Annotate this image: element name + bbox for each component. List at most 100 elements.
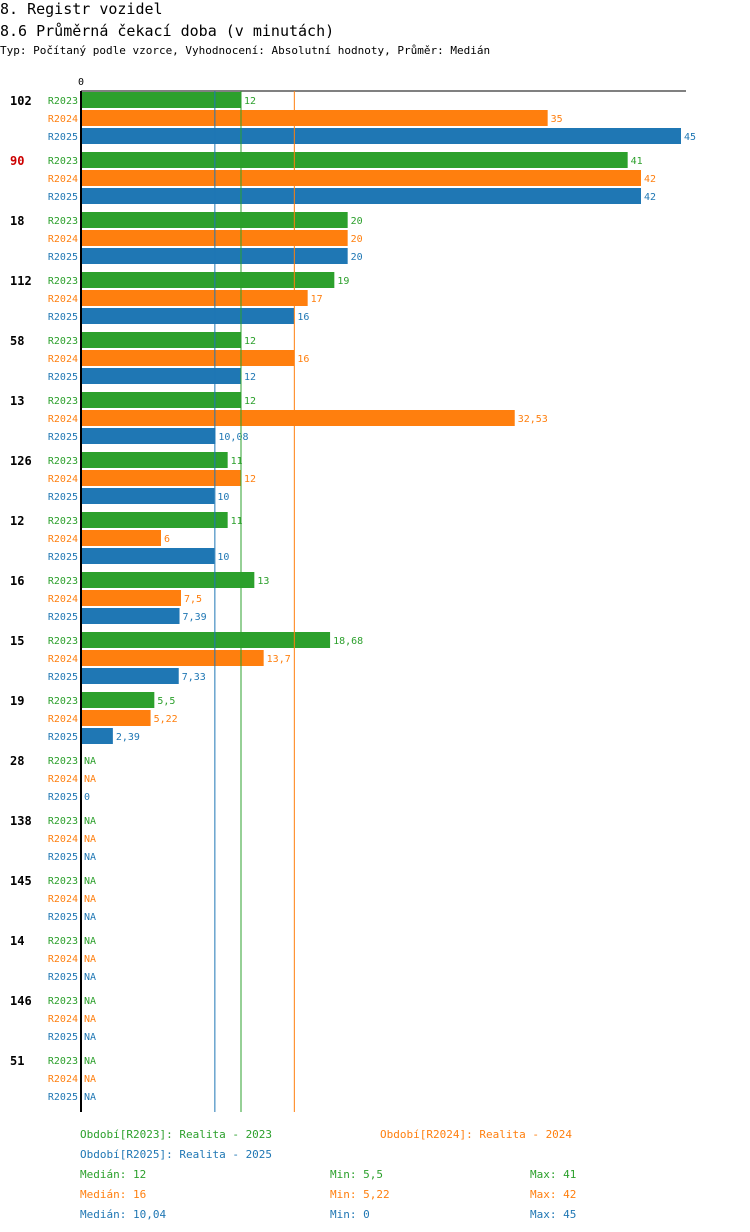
series-label-r2025: R2025 bbox=[48, 672, 78, 683]
stat-min-r2025: Min: 0 bbox=[330, 1208, 370, 1221]
data-label-r2023: NA bbox=[84, 1056, 96, 1067]
series-label-r2025: R2025 bbox=[48, 552, 78, 563]
data-label-r2025: 10 bbox=[217, 552, 229, 563]
bar-r2023 bbox=[81, 92, 241, 108]
bar-r2024 bbox=[81, 290, 308, 306]
series-label-r2024: R2024 bbox=[48, 774, 78, 785]
series-label-r2023: R2023 bbox=[48, 156, 78, 167]
data-label-r2025: 7,39 bbox=[183, 612, 207, 623]
category-label: 16 bbox=[10, 574, 24, 588]
series-label-r2025: R2025 bbox=[48, 1092, 78, 1103]
series-label-r2024: R2024 bbox=[48, 714, 78, 725]
stat-max-r2023: Max: 41 bbox=[530, 1168, 577, 1181]
category-label: 12 bbox=[10, 514, 24, 528]
data-label-r2023: NA bbox=[84, 756, 96, 767]
series-label-r2023: R2023 bbox=[48, 456, 78, 467]
category-label: 28 bbox=[10, 754, 24, 768]
data-label-r2025: 10,08 bbox=[218, 432, 248, 443]
series-label-r2024: R2024 bbox=[48, 174, 78, 185]
data-label-r2023: NA bbox=[84, 936, 96, 947]
category-label: 51 bbox=[10, 1054, 24, 1068]
series-label-r2024: R2024 bbox=[48, 114, 78, 125]
bar-r2024 bbox=[81, 650, 264, 666]
category-label: 15 bbox=[10, 634, 24, 648]
series-label-r2025: R2025 bbox=[48, 372, 78, 383]
page-title: 8. Registr vozidel bbox=[0, 0, 163, 18]
series-label-r2025: R2025 bbox=[48, 492, 78, 503]
series-label-r2025: R2025 bbox=[48, 252, 78, 263]
data-label-r2024: 20 bbox=[351, 234, 363, 245]
data-label-r2024: 42 bbox=[644, 174, 656, 185]
category-label: 58 bbox=[10, 334, 24, 348]
series-label-r2023: R2023 bbox=[48, 696, 78, 707]
bar-r2025 bbox=[81, 188, 641, 204]
bar-r2025 bbox=[81, 128, 681, 144]
series-label-r2023: R2023 bbox=[48, 636, 78, 647]
bar-r2023 bbox=[81, 512, 228, 528]
data-label-r2024: NA bbox=[84, 774, 96, 785]
series-label-r2023: R2023 bbox=[48, 336, 78, 347]
bar-r2023 bbox=[81, 632, 331, 648]
data-label-r2023: NA bbox=[84, 816, 96, 827]
data-label-r2025: 16 bbox=[297, 312, 309, 323]
data-label-r2024: 7,5 bbox=[184, 594, 202, 605]
bar-r2024 bbox=[81, 410, 515, 426]
bar-r2025 bbox=[81, 608, 180, 624]
series-label-r2025: R2025 bbox=[48, 612, 78, 623]
category-label: 112 bbox=[10, 274, 32, 288]
data-label-r2023: 20 bbox=[351, 216, 363, 227]
legend-r2023: Období[R2023]: Realita - 2023 bbox=[80, 1128, 273, 1141]
category-label: 145 bbox=[10, 874, 32, 888]
series-label-r2023: R2023 bbox=[48, 216, 78, 227]
series-label-r2024: R2024 bbox=[48, 654, 78, 665]
data-label-r2025: NA bbox=[84, 852, 96, 863]
category-label: 14 bbox=[10, 934, 24, 948]
data-label-r2023: 12 bbox=[244, 96, 256, 107]
data-label-r2024: 35 bbox=[551, 114, 563, 125]
bar-r2023 bbox=[81, 572, 255, 588]
series-label-r2025: R2025 bbox=[48, 852, 78, 863]
data-label-r2024: 16 bbox=[297, 354, 309, 365]
series-label-r2024: R2024 bbox=[48, 894, 78, 905]
stat-max-r2025: Max: 45 bbox=[530, 1208, 577, 1221]
series-label-r2024: R2024 bbox=[48, 294, 78, 305]
series-label-r2025: R2025 bbox=[48, 132, 78, 143]
bar-r2024 bbox=[81, 230, 348, 246]
data-label-r2024: 32,53 bbox=[518, 414, 548, 425]
data-label-r2024: NA bbox=[84, 954, 96, 965]
series-label-r2025: R2025 bbox=[48, 972, 78, 983]
bar-r2023 bbox=[81, 332, 241, 348]
data-label-r2023: 12 bbox=[244, 336, 256, 347]
stat-max-r2024: Max: 42 bbox=[530, 1188, 577, 1201]
series-label-r2024: R2024 bbox=[48, 1014, 78, 1025]
data-label-r2024: NA bbox=[84, 834, 96, 845]
series-label-r2024: R2024 bbox=[48, 594, 78, 605]
data-label-r2025: 42 bbox=[644, 192, 656, 203]
data-label-r2023: 5,5 bbox=[157, 696, 175, 707]
series-label-r2024: R2024 bbox=[48, 954, 78, 965]
series-label-r2025: R2025 bbox=[48, 192, 78, 203]
category-label: 18 bbox=[10, 214, 24, 228]
data-label-r2023: 19 bbox=[337, 276, 349, 287]
category-label: 138 bbox=[10, 814, 32, 828]
stat-median-r2025: Medián: 10,04 bbox=[80, 1208, 167, 1221]
series-label-r2023: R2023 bbox=[48, 96, 78, 107]
bar-r2023 bbox=[81, 692, 155, 708]
data-label-r2024: NA bbox=[84, 1074, 96, 1085]
series-label-r2023: R2023 bbox=[48, 876, 78, 887]
bar-r2024 bbox=[81, 470, 241, 486]
data-label-r2025: 45 bbox=[684, 132, 696, 143]
data-label-r2024: NA bbox=[84, 894, 96, 905]
series-label-r2025: R2025 bbox=[48, 312, 78, 323]
bar-r2023 bbox=[81, 452, 228, 468]
data-label-r2024: 13,7 bbox=[267, 654, 291, 665]
bar-r2025 bbox=[81, 368, 241, 384]
series-label-r2024: R2024 bbox=[48, 474, 78, 485]
category-label: 19 bbox=[10, 694, 24, 708]
series-label-r2023: R2023 bbox=[48, 996, 78, 1007]
data-label-r2024: NA bbox=[84, 1014, 96, 1025]
series-label-r2023: R2023 bbox=[48, 576, 78, 587]
data-label-r2024: 5,22 bbox=[154, 714, 178, 725]
bar-r2025 bbox=[81, 308, 295, 324]
stat-min-r2023: Min: 5,5 bbox=[330, 1168, 383, 1181]
